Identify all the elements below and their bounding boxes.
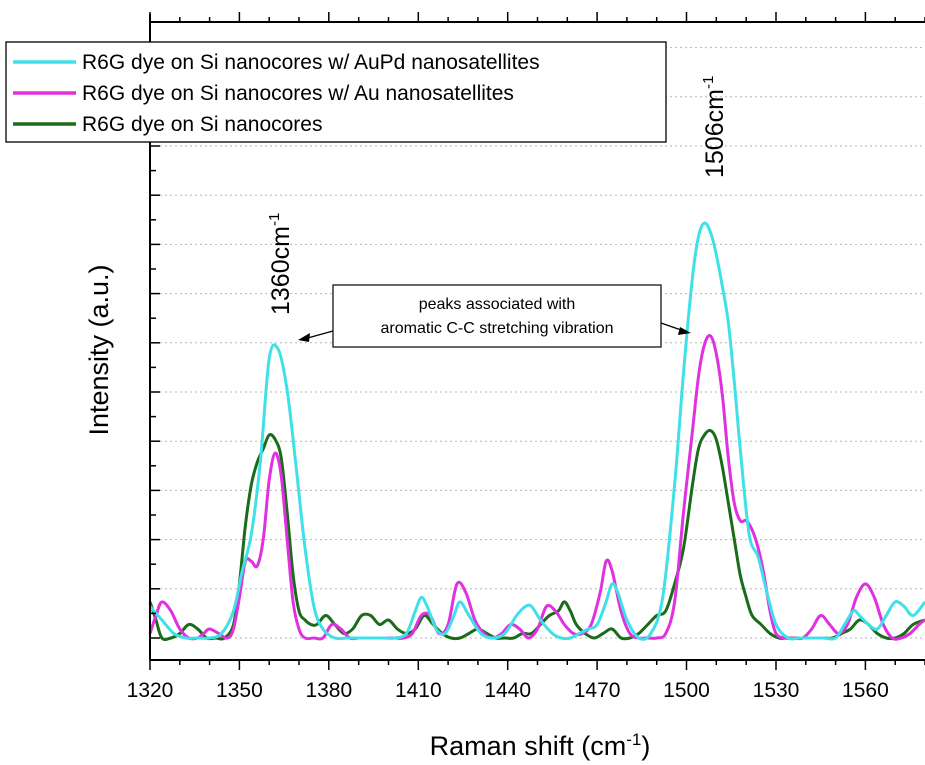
annotation-box: peaks associated with aromatic C-C stret… [298,285,691,347]
peak-label-1360: 1360cm-1 [266,213,295,315]
annotation-box-border [333,285,661,347]
x-tick-label: 1560 [842,679,889,702]
x-tick-label: 1440 [484,679,531,702]
x-tick-label: 1350 [216,679,263,702]
peak-label-1506: 1506cm-1 [700,76,729,178]
x-tick-label: 1470 [574,679,621,702]
annotation-arrowhead-right [678,327,691,335]
legend-label-1: R6G dye on Si nanocores w/ AuPd nanosate… [82,51,540,74]
x-tick-label: 1380 [305,679,352,702]
x-tick-label: 1500 [663,679,710,702]
annotation-line-2: aromatic C-C stretching vibration [381,320,614,337]
x-axis-label: Raman shift (cm-1) [430,730,651,761]
x-tick-label: 1530 [753,679,800,702]
legend-label-3: R6G dye on Si nanocores [82,113,322,136]
x-tick-labels: 1320 1350 1380 1410 1440 1470 1500 1530 1560 [127,679,889,702]
legend-label-2: R6G dye on Si nanocores w/ Au nanosatell… [82,82,514,105]
x-tick-label: 1320 [127,679,174,702]
y-axis-label: Intensity (a.u.) [84,264,114,435]
legend: R6G dye on Si nanocores w/ AuPd nanosate… [6,42,666,142]
series-line-3 [150,430,925,639]
annotation-arrowhead-left [298,333,310,342]
x-tick-label: 1410 [395,679,442,702]
annotation-line-1: peaks associated with [419,296,576,313]
